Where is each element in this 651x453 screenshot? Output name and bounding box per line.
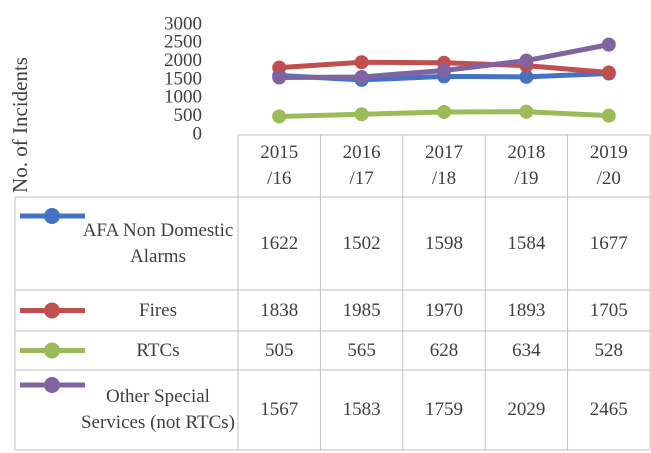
legend-label: Other Special Services (not RTCs) (80, 386, 235, 433)
series-marker (519, 53, 534, 68)
series-marker (519, 104, 534, 119)
table-value-box: 1759 (424, 399, 463, 420)
table-value: 1677 (589, 232, 628, 254)
y-axis-title: No. of Incidents (8, 57, 32, 193)
table-value-box: 1970 (424, 299, 463, 321)
table-value: 1705 (589, 299, 628, 321)
table-value: 1502 (342, 232, 381, 254)
table-value-box: 628 (429, 339, 459, 361)
legend-key-marker (44, 302, 60, 319)
table-value-box: 1622 (260, 232, 299, 254)
table-value: 528 (594, 339, 624, 361)
table-value: 1583 (342, 399, 381, 420)
table-value-box: 634 (512, 339, 541, 361)
y-tick-label: 2500 (164, 32, 202, 53)
x-tick-label-box: 2015 /16 (260, 142, 299, 189)
x-tick-label: 2015 /16 (260, 142, 299, 189)
series-marker (601, 108, 616, 123)
table-value-box: 1705 (589, 299, 628, 321)
table-value-box: 1584 (507, 232, 546, 254)
table-value-box: 565 (347, 339, 376, 361)
table-value: 505 (264, 339, 294, 361)
x-tick-label-box: 2019 /20 (589, 142, 628, 189)
x-tick-label: 2017 /18 (424, 142, 463, 189)
x-tick-label: 2016 /17 (342, 142, 381, 189)
table-value: 1838 (260, 299, 299, 321)
table-value: 2029 (507, 399, 546, 420)
series-marker (437, 104, 451, 119)
table-value-box: 2465 (589, 399, 628, 420)
series-marker (354, 107, 369, 122)
table-value: 1970 (424, 299, 463, 321)
series-marker (437, 63, 451, 78)
table-value-box: 505 (264, 339, 294, 361)
table-value-box: 1985 (342, 299, 381, 321)
legend-label-box: Fires (139, 299, 177, 321)
table-value: 628 (429, 339, 459, 361)
table-value: 1584 (507, 232, 546, 254)
x-tick-label-box: 2017 /18 (424, 142, 463, 189)
x-tick-label: 2018 /19 (507, 142, 546, 189)
legend-label: RTCs (136, 339, 180, 361)
table-value-box: 1598 (424, 232, 463, 254)
series-marker (272, 70, 287, 85)
legend-label-box: AFA Non Domestic Alarms (82, 219, 234, 267)
legend-label: Fires (139, 299, 177, 321)
legend-key-marker (44, 208, 60, 224)
table-value: 1893 (507, 299, 546, 321)
table-value: 565 (347, 339, 376, 361)
series-marker (354, 55, 369, 70)
y-tick-label: 3000 (164, 13, 202, 34)
table-value: 2465 (589, 399, 628, 420)
legend-label-box: Other Special Services (not RTCs) (80, 386, 235, 433)
legend-label-box: RTCs (136, 339, 180, 361)
table-value-box: 1567 (260, 399, 299, 420)
table-value-box: 528 (594, 339, 624, 361)
y-tick-label: 1500 (164, 68, 202, 89)
legend-key-marker (44, 377, 60, 393)
x-tick-label-box: 2016 /17 (342, 142, 381, 189)
series-marker (354, 69, 369, 84)
series-marker (519, 69, 534, 84)
table-value-box: 1583 (342, 399, 381, 420)
table-value-box: 2029 (507, 399, 546, 420)
table-value: 1985 (342, 299, 381, 321)
y-tick-label: 1000 (164, 87, 202, 108)
y-tick-label: 2000 (164, 50, 202, 71)
table-value: 1759 (424, 399, 463, 420)
series-marker (272, 60, 287, 75)
table-value-box: 1893 (507, 299, 546, 321)
y-tick-label: 500 (174, 105, 203, 126)
x-tick-label-box: 2018 /19 (507, 142, 546, 189)
table-value-box: 1677 (589, 232, 628, 254)
series-marker (601, 37, 616, 52)
table-value: 1598 (424, 232, 463, 254)
table-value-box: 1502 (342, 232, 381, 254)
series-marker (601, 65, 616, 80)
legend-label: AFA Non Domestic Alarms (82, 219, 234, 267)
x-tick-label: 2019 /20 (589, 142, 628, 189)
series-marker (272, 109, 287, 124)
table-value: 634 (512, 339, 541, 361)
table-value-box: 1838 (260, 299, 299, 321)
table-value: 1622 (260, 232, 299, 254)
legend-key-marker (44, 342, 60, 359)
y-tick-label: 0 (193, 123, 203, 144)
table-value: 1567 (260, 399, 299, 420)
